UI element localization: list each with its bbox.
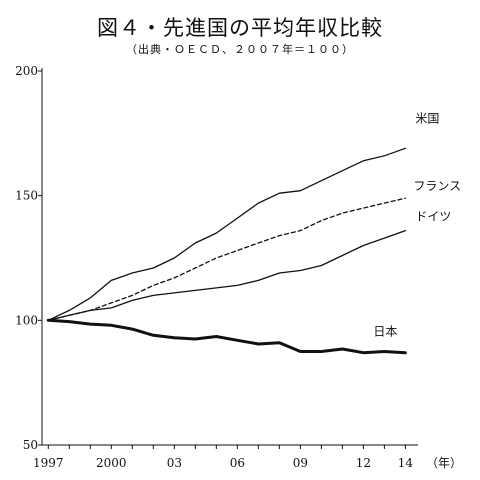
chart-subtitle: （出典・ＯＥＣＤ、２００７年＝１００）: [126, 43, 354, 56]
y-tick-label: 50: [23, 438, 38, 452]
series-layer: [46, 147, 407, 355]
y-tick-label: 150: [15, 189, 38, 203]
x-tick-label: 2000: [96, 456, 127, 470]
x-tick-label: 12: [356, 456, 371, 470]
series-label: 日本: [373, 325, 397, 339]
series-line-ドイツ: [47, 229, 407, 321]
x-tick-label: 09: [293, 456, 308, 470]
x-unit-label: （年）: [426, 456, 462, 470]
x-tick-label: 06: [230, 456, 245, 470]
series-line-日本: [46, 318, 407, 355]
x-tick-label: 03: [167, 456, 182, 470]
series-line-フランス: [47, 197, 407, 321]
series-label: 米国: [415, 111, 439, 125]
chart-axes: 50 100 150 200 1997 2000 03 06 09 12 14 （年）: [15, 64, 462, 470]
series-label: フランス: [413, 179, 461, 193]
chart-title: 図４・先進国の平均年収比較: [97, 16, 383, 40]
series-label: ドイツ: [415, 210, 451, 224]
y-tick-label: 200: [15, 64, 38, 78]
x-tick-label: 14: [398, 456, 414, 470]
series-line-米国: [47, 147, 407, 321]
x-tick-label: 1997: [33, 456, 64, 470]
y-tick-label: 100: [15, 313, 38, 327]
